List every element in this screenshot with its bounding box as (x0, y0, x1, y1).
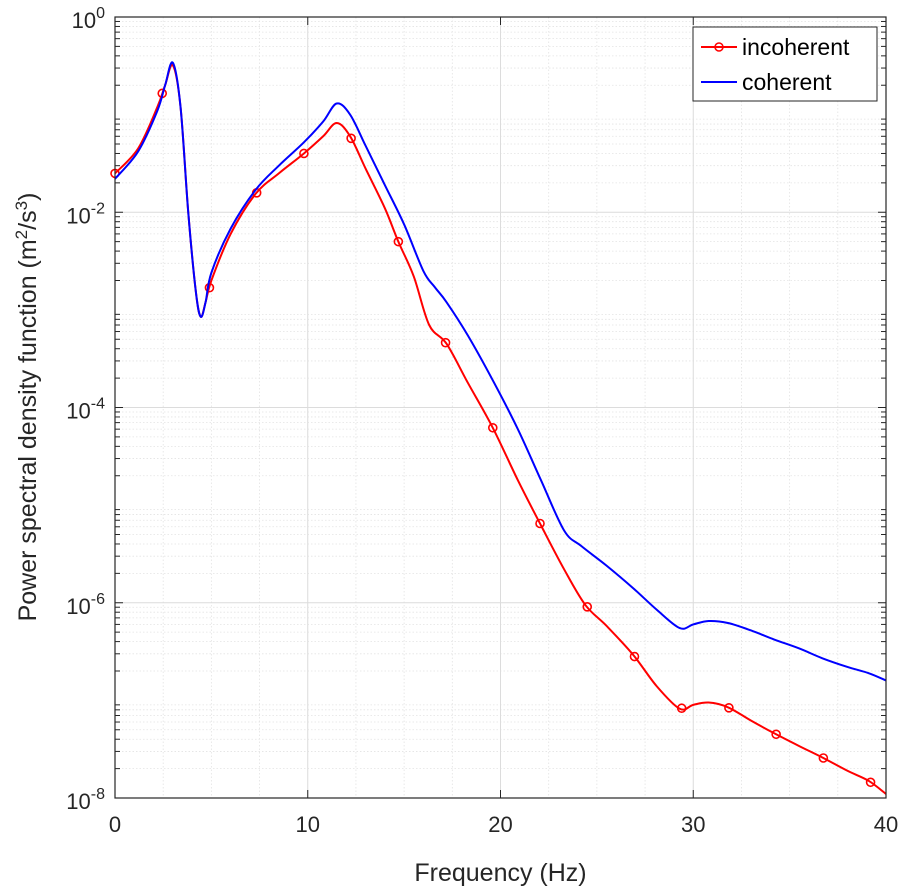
y-tick-label-base: 10 (66, 594, 90, 619)
y-axis-label: Power spectral density function (m2/s3) (12, 193, 42, 622)
y-tick-label-exponent: 0 (96, 5, 105, 22)
y-tick-label-exponent: -4 (91, 396, 105, 413)
data-point-incoherent (676, 703, 687, 714)
legend-marker-incoherent (714, 42, 724, 52)
data-point-incoherent (724, 703, 734, 713)
data-point-incoherent (629, 651, 640, 662)
legend-label-incoherent: incoherent (742, 34, 850, 60)
x-axis-label: Frequency (Hz) (414, 859, 586, 887)
ticks-layer (114, 16, 887, 799)
y-axis-label-sup1: 2 (12, 230, 31, 239)
data-point-incoherent (818, 753, 829, 763)
data-point-incoherent (346, 133, 356, 144)
data-point-incoherent (582, 602, 593, 612)
y-tick-label-base: 10 (66, 399, 90, 424)
y-tick-label-exponent: -6 (91, 591, 105, 608)
y-axis-label-mid: /s (14, 210, 42, 229)
y-tick-label-base: 10 (72, 8, 96, 33)
y-axis-label-end: ) (14, 193, 42, 201)
data-point-incoherent (440, 337, 451, 348)
y-tick-label: 10-4 (66, 396, 105, 424)
y-tick-label-base: 10 (66, 203, 90, 228)
data-point-incoherent (535, 518, 545, 529)
y-tick-label: 10-6 (66, 591, 105, 619)
y-axis-label-sup2: 3 (12, 201, 31, 210)
y-tick-label-exponent: -2 (91, 200, 105, 217)
y-axis-label-main: Power spectral density function (m (14, 239, 42, 621)
x-tick-labels: 0 10 20 30 40 (109, 812, 898, 837)
legend: incoherent coherent (692, 26, 878, 102)
legend-label-coherent: coherent (742, 69, 832, 95)
data-point-incoherent (865, 777, 876, 788)
series-line-coherent (114, 61, 887, 682)
y-tick-label-base: 10 (66, 789, 90, 814)
x-tick-label: 20 (488, 812, 512, 837)
data-point-incoherent (771, 729, 781, 740)
x-tick-label: 0 (109, 812, 121, 837)
y-tick-label: 100 (72, 5, 105, 33)
x-tick-label: 40 (874, 812, 898, 837)
y-tick-label: 10-2 (66, 200, 105, 228)
data-point-incoherent (393, 236, 404, 247)
series-layer (110, 61, 887, 795)
x-tick-label: 10 (296, 812, 320, 837)
x-tick-label: 30 (681, 812, 705, 837)
data-point-incoherent (487, 422, 498, 433)
legend-box (692, 26, 878, 102)
data-point-incoherent (299, 148, 309, 159)
y-tick-label-exponent: -8 (91, 786, 105, 803)
y-tick-label: 10-8 (66, 786, 105, 814)
